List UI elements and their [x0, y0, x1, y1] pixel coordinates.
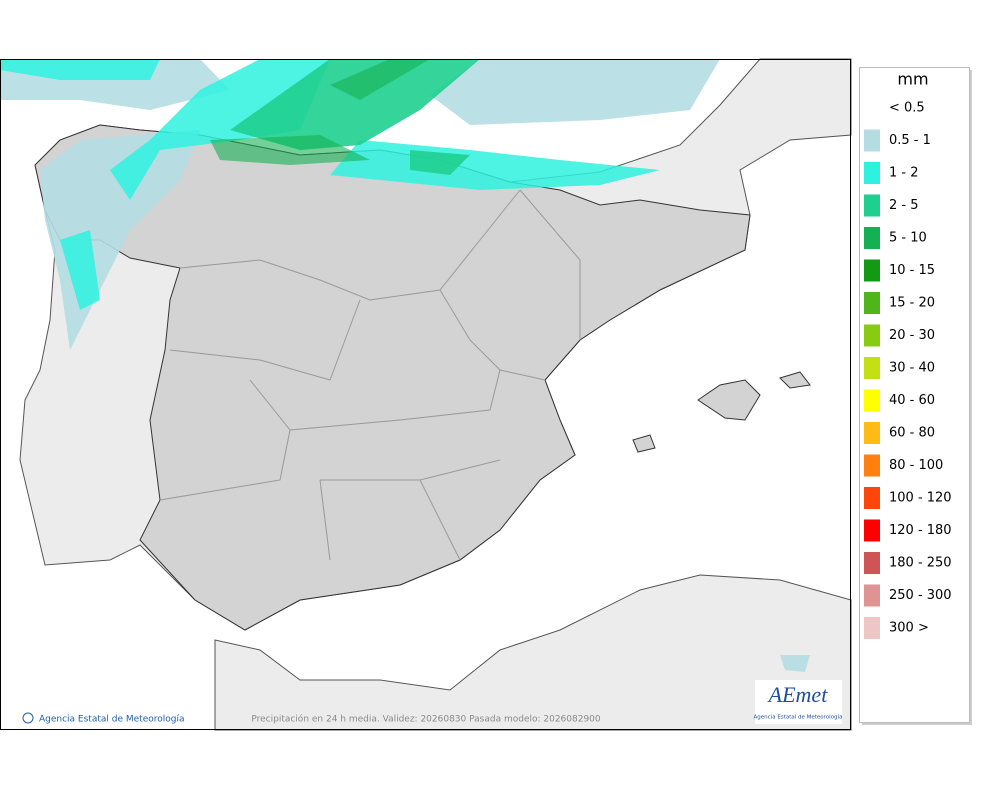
- legend-label: 100 - 120: [889, 491, 952, 506]
- legend-label: 1 - 2: [889, 166, 919, 181]
- legend-label: 60 - 80: [889, 426, 935, 441]
- legend-title: mm: [897, 70, 928, 89]
- legend: mm < 0.5 0.5 - 1 1 - 2 2 - 5 5 - 10 10 - 15 15…: [859, 67, 972, 725]
- legend-swatch: [864, 324, 880, 347]
- land-spain: [34, 124, 751, 631]
- border: [439, 189, 581, 371]
- caption: Precipitación en 24 h media. Validez: 20…: [251, 714, 601, 725]
- precipitation: [0, 59, 810, 672]
- legend-label: 2 - 5: [889, 198, 919, 213]
- legend-swatch: [864, 617, 880, 639]
- legend-label: 20 - 30: [889, 328, 935, 343]
- legend-label: 10 - 15: [889, 263, 935, 278]
- legend-label: 40 - 60: [889, 393, 935, 408]
- legend-label: 5 - 10: [889, 231, 927, 246]
- legend-swatch: [864, 162, 880, 184]
- legend-swatch: [864, 422, 880, 444]
- legend-swatch: [864, 357, 880, 379]
- legend-swatch: [864, 259, 880, 282]
- legend-swatch: [864, 389, 880, 412]
- legend-label: 30 - 40: [889, 361, 935, 376]
- precip-area: [210, 59, 430, 165]
- map-frame: [0, 59, 851, 730]
- border: [289, 369, 546, 561]
- precip-area: [0, 59, 660, 310]
- legend-label: 300 >: [889, 621, 929, 636]
- legend-label: 80 - 100: [889, 458, 943, 473]
- legend-label: 180 - 250: [889, 556, 952, 571]
- legend-label: 0.5 - 1: [889, 133, 931, 148]
- legend-swatch: [864, 227, 880, 249]
- island-ibiza: [632, 434, 656, 453]
- legend-label: < 0.5: [889, 101, 925, 116]
- island-menorca: [779, 371, 811, 389]
- legend-label: 120 - 180: [889, 523, 952, 538]
- legend-swatch: [864, 487, 880, 509]
- logo-name: AEmet: [767, 682, 829, 707]
- logo-box: [755, 680, 842, 724]
- legend-label: 15 - 20: [889, 296, 935, 311]
- legend-swatch: [864, 584, 880, 607]
- agency-name: Agencia Estatal de Meteorología: [39, 715, 185, 725]
- legend-swatch: [864, 194, 880, 217]
- border: [159, 299, 361, 501]
- legend-swatch: [864, 552, 880, 574]
- logo-subtitle: Agencia Estatal de Meteorología: [754, 714, 843, 721]
- legend-label: 250 - 300: [889, 588, 952, 603]
- land-africa: [214, 574, 852, 731]
- border: [179, 189, 521, 301]
- legend-swatch: [864, 454, 880, 477]
- province-borders: [159, 189, 581, 561]
- island-mallorca: [697, 379, 761, 421]
- legend-swatch: [864, 519, 880, 542]
- map: Agencia Estatal de Meteorología Precipit…: [0, 58, 852, 731]
- legend-swatch: [864, 129, 880, 152]
- legend-swatch: [864, 292, 880, 314]
- copyright-icon: [22, 712, 34, 724]
